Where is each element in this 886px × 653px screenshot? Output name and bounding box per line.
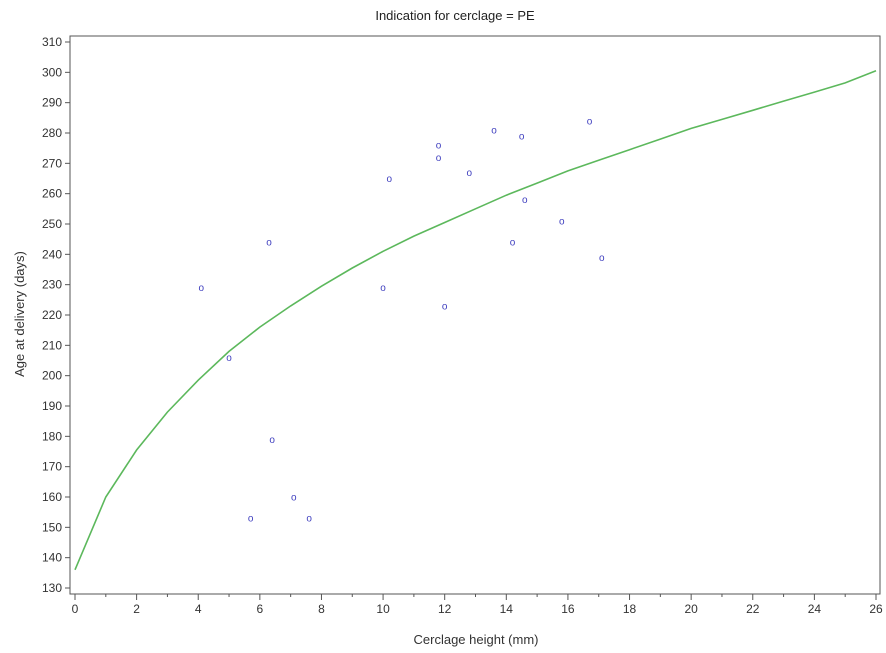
scatter-point: o bbox=[510, 238, 516, 249]
scatter-point: o bbox=[522, 195, 528, 206]
x-axis-title: Cerclage height (mm) bbox=[414, 632, 539, 647]
scatter-point: o bbox=[587, 116, 593, 127]
scatter-point: o bbox=[226, 353, 232, 364]
scatter-point: o bbox=[491, 125, 497, 136]
x-tick-label: 4 bbox=[195, 602, 202, 616]
scatter-point: o bbox=[248, 514, 254, 525]
y-axis: 130 140 150 160 170 180 190 200 210 220 230 240 250 2… bbox=[42, 35, 70, 595]
scatter-point: o bbox=[199, 283, 205, 294]
plot-frame bbox=[69, 35, 881, 595]
scatter-point: o bbox=[442, 301, 448, 312]
scatter-point: o bbox=[559, 216, 565, 227]
y-tick-label: 280 bbox=[42, 126, 62, 140]
scatter-point: o bbox=[380, 283, 386, 294]
scatter-point: o bbox=[467, 168, 473, 179]
scatter-point: o bbox=[306, 514, 312, 525]
scatter-point: o bbox=[269, 435, 275, 446]
y-tick-label: 250 bbox=[42, 217, 62, 231]
y-tick-label: 310 bbox=[42, 35, 62, 49]
x-tick-label: 20 bbox=[684, 602, 698, 616]
x-tick-label: 18 bbox=[623, 602, 637, 616]
x-tick-label: 2 bbox=[133, 602, 140, 616]
y-tick-label: 150 bbox=[42, 520, 62, 534]
x-tick-label: 22 bbox=[746, 602, 760, 616]
x-tick-label: 0 bbox=[72, 602, 79, 616]
scatter-point: o bbox=[266, 238, 272, 249]
chart-title: Indication for cerclage = PE bbox=[375, 8, 535, 23]
x-tick-label: 26 bbox=[869, 602, 883, 616]
x-tick-label: 6 bbox=[257, 602, 264, 616]
scatter-point: o bbox=[519, 132, 525, 143]
x-axis: 0 2 4 6 8 10 12 14 16 18 20 22 24 26 bbox=[72, 594, 883, 616]
y-tick-label: 290 bbox=[42, 96, 62, 110]
scatter-point: o bbox=[436, 153, 442, 164]
x-tick-label: 14 bbox=[500, 602, 514, 616]
y-axis-title: Age at delivery (days) bbox=[12, 251, 27, 377]
y-tick-label: 170 bbox=[42, 460, 62, 474]
scatter-point: o bbox=[291, 493, 297, 504]
y-tick-label: 300 bbox=[42, 65, 62, 79]
y-tick-label: 180 bbox=[42, 429, 62, 443]
scatter-point: o bbox=[599, 253, 605, 264]
x-tick-label: 10 bbox=[376, 602, 390, 616]
x-tick-label: 8 bbox=[318, 602, 325, 616]
y-tick-label: 270 bbox=[42, 156, 62, 170]
y-tick-label: 160 bbox=[42, 490, 62, 504]
y-tick-label: 200 bbox=[42, 369, 62, 383]
x-tick-label: 16 bbox=[561, 602, 575, 616]
y-tick-label: 210 bbox=[42, 338, 62, 352]
fit-curve-layer bbox=[74, 70, 877, 571]
y-tick-label: 230 bbox=[42, 278, 62, 292]
x-tick-label: 12 bbox=[438, 602, 452, 616]
y-tick-label: 190 bbox=[42, 399, 62, 413]
y-tick-label: 260 bbox=[42, 187, 62, 201]
x-tick-label: 24 bbox=[808, 602, 822, 616]
scatter-point: o bbox=[436, 141, 442, 152]
fit-curve-line bbox=[74, 70, 877, 571]
y-tick-label: 220 bbox=[42, 308, 62, 322]
scatter-point: o bbox=[386, 174, 392, 185]
y-tick-label: 140 bbox=[42, 551, 62, 565]
y-tick-label: 130 bbox=[42, 581, 62, 595]
y-tick-label: 240 bbox=[42, 247, 62, 261]
